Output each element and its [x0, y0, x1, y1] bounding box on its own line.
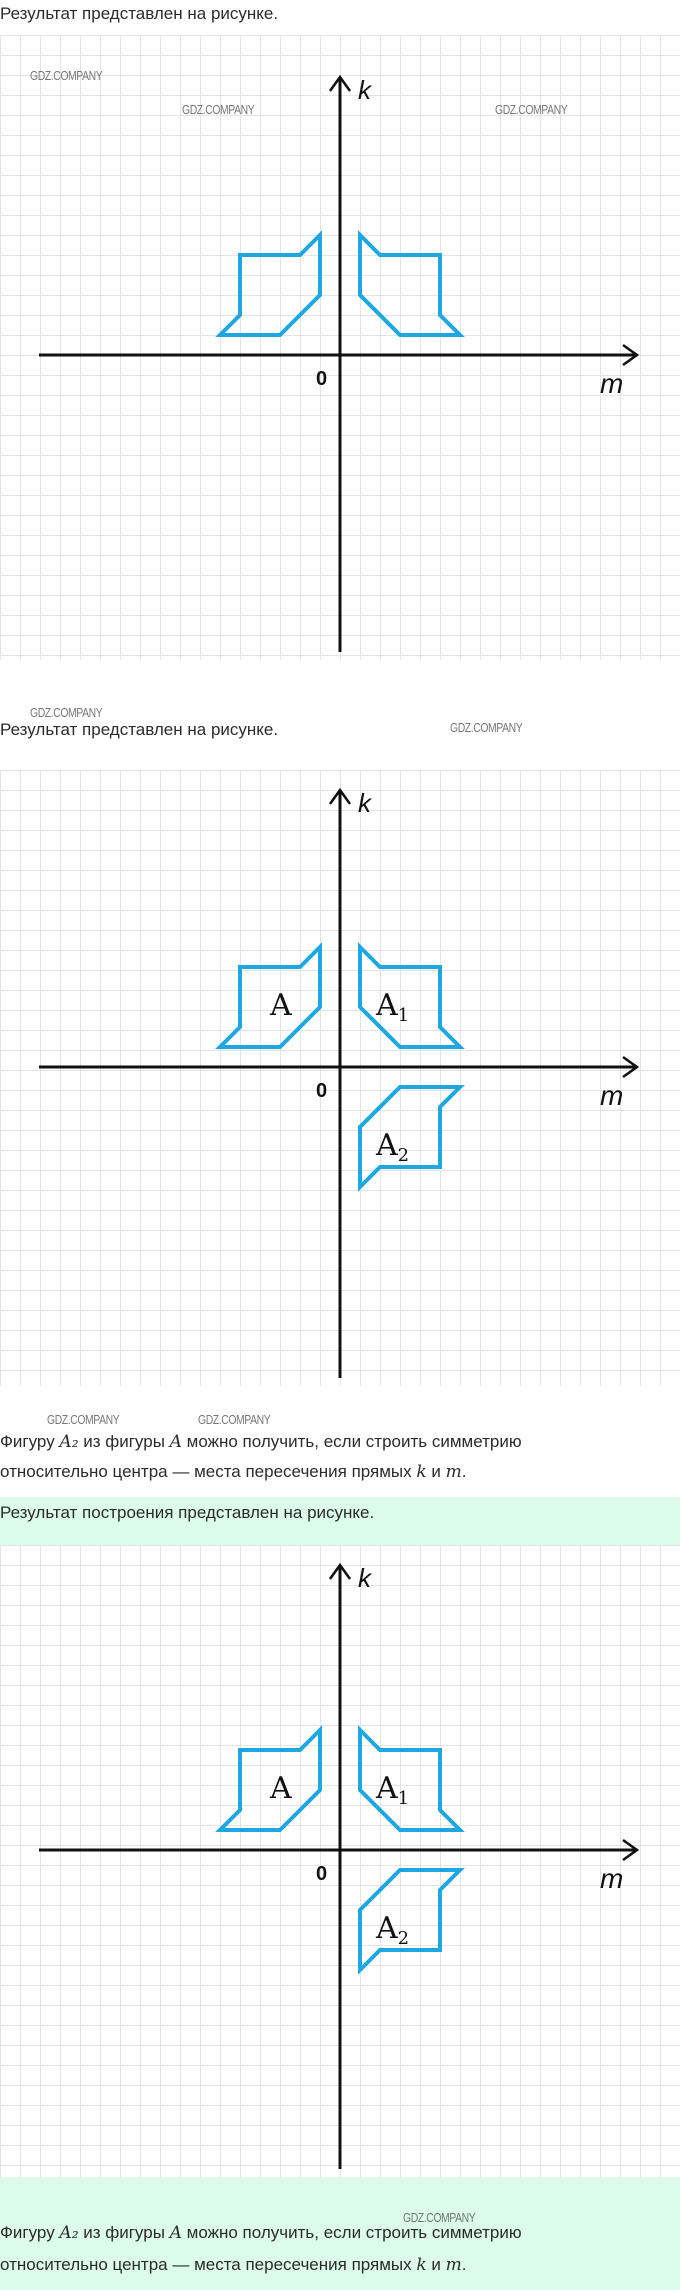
watermark: GDZ.COMPANY: [495, 102, 568, 117]
figure-a2: [358, 1868, 465, 1975]
result-band: Результат построения представлен на рису…: [0, 1497, 680, 1545]
figure-a1: [358, 230, 465, 337]
watermark: GDZ.COMPANY: [403, 2210, 476, 2225]
origin-label: 0: [316, 1080, 327, 1102]
m-axis-label: m: [600, 1080, 623, 1111]
figure-label-a2: A2: [375, 1128, 409, 1166]
watermark: GDZ.COMPANY: [198, 1412, 271, 1427]
figure-label-a1: A1: [375, 988, 409, 1026]
watermark: GDZ.COMPANY: [30, 705, 103, 720]
watermark: GDZ.COMPANY: [182, 102, 255, 117]
k-axis-arrow-icon: [328, 1562, 352, 1580]
k-axis-arrow-icon: [328, 787, 352, 805]
m-axis-label: m: [600, 368, 623, 399]
diagram-2: k m 0 A A1 A2: [0, 770, 680, 1386]
diagram-1: k m 0: [0, 35, 680, 660]
figure-a2: [358, 1085, 465, 1192]
figure-label-a1: A1: [375, 1771, 409, 1809]
figure-a: [215, 1725, 322, 1832]
m-axis-arrow-icon: [622, 343, 640, 367]
origin-label: 0: [316, 1863, 327, 1885]
intro-text-1: Результат представлен на рисунке.: [0, 4, 279, 23]
intro-text-2: Результат представлен на рисунке.: [0, 720, 279, 739]
watermark: GDZ.COMPANY: [30, 68, 103, 83]
conclusion-line-2: относительно центра — места пересечения …: [0, 2255, 467, 2275]
m-axis-arrow-icon: [622, 1055, 640, 1079]
explanation-line-2: относительно центра — места пересечения …: [0, 1462, 467, 1482]
intro-text-3: Результат построения представлен на рису…: [0, 1503, 375, 1522]
conclusion-line-1: Фигуру A₂ из фигуры A можно получить, ес…: [0, 2223, 522, 2243]
k-axis-label: k: [358, 788, 373, 818]
figure-a: [215, 942, 322, 1049]
figure-a: [215, 230, 322, 337]
figure-a1: [358, 942, 465, 1049]
figure-label-a: A: [269, 988, 292, 1023]
origin-label: 0: [316, 368, 327, 390]
conclusion-band: Фигуру A₂ из фигуры A можно получить, ес…: [0, 2177, 680, 2290]
figure-label-a2: A2: [375, 1911, 409, 1949]
watermark: GDZ.COMPANY: [47, 1412, 120, 1427]
k-axis-label: k: [358, 1563, 373, 1593]
k-axis-arrow-icon: [328, 74, 352, 92]
watermark: GDZ.COMPANY: [450, 720, 523, 735]
k-axis-label: k: [358, 75, 373, 105]
m-axis-label: m: [600, 1863, 623, 1894]
diagram-3: k m 0 A A1 A2: [0, 1545, 680, 2177]
figure-a1: [358, 1725, 465, 1832]
m-axis-arrow-icon: [622, 1838, 640, 1862]
explanation-line-1: Фигуру A₂ из фигуры A можно получить, ес…: [0, 1432, 522, 1452]
figure-label-a: A: [269, 1771, 292, 1806]
